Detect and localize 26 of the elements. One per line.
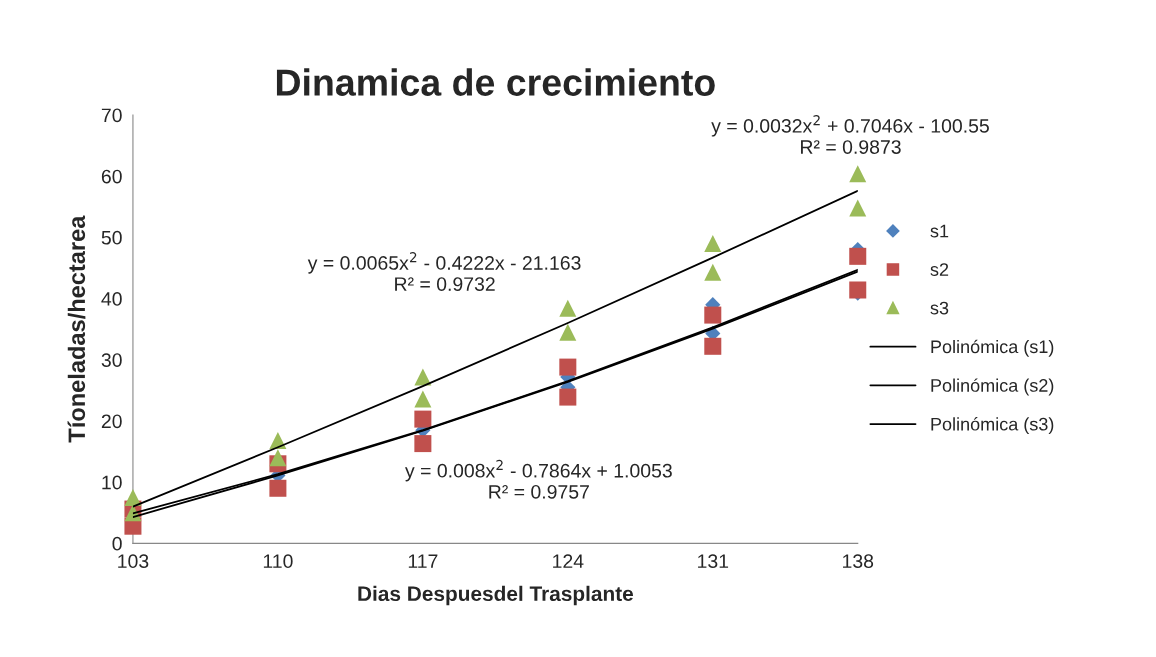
x-tick-label: 124 [553,554,584,568]
legend-label: Polinómica (s1) [931,339,1054,357]
y-tick-label: 70 [101,108,122,123]
legend-label: Polinómica (s2) [931,378,1054,396]
x-tick-label: 103 [118,554,149,569]
legend-label: Polinómica (s3) [931,417,1054,435]
chart-title: Dinamica de crecimiento [276,68,715,96]
y-tick-label: 30 [101,353,122,367]
y-tick-label: 50 [101,230,122,245]
x-tick-label: 138 [843,554,874,569]
y-tick-label: 20 [101,414,122,429]
annotation: y = 0.008x$^{2}$ - 0.7864x + 1.0053 R² = 0.9757 [405,459,672,499]
annotation: y = 0.0065x$^{2}$ - 0.4222x - 21.163 R² = 0.9732 [307,252,581,291]
annotation: y = 0.0032x$^{2}$ + 0.7046x - 100.55 R² = 0.9873 [711,115,989,154]
y-tick-label: 0 [112,536,122,551]
x-tick-label: 117 [408,554,438,568]
legend-label: s2 [930,263,949,276]
x-axis-title: Dias Despuesdel Trasplante [358,585,634,606]
x-tick-label: 110 [263,554,293,569]
legend-label: s1 [930,224,949,238]
y-axis-title: Tíoneladas/hectarea [67,215,86,443]
y-tick-label: 10 [102,475,122,490]
y-tick-label: 40 [101,292,122,306]
legend-label: s3 [930,301,949,315]
y-tick-label: 60 [101,169,122,184]
x-tick-label: 131 [698,554,729,569]
